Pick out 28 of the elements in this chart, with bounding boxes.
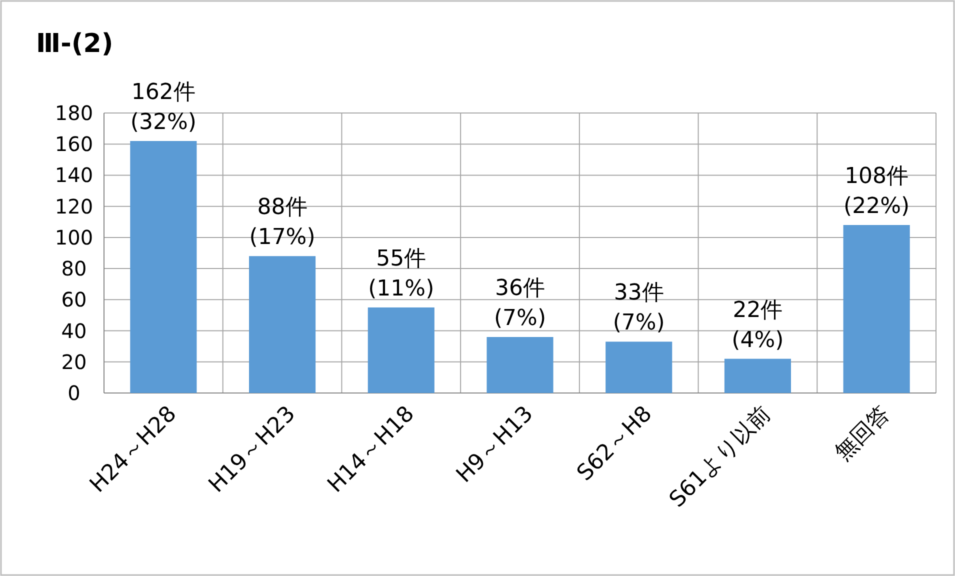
bar (249, 256, 316, 393)
data-label: 36件 (7%) (494, 276, 546, 331)
data-label: 22件 (4%) (732, 298, 784, 353)
chart-title: Ⅲ-(2) (36, 29, 114, 59)
y-tick-label: 180 (54, 101, 94, 125)
x-tick-label: S61より以前 (664, 402, 776, 513)
bar (486, 337, 554, 393)
bar (368, 307, 434, 393)
bar (843, 225, 910, 393)
data-label: 55件 (11%) (368, 246, 434, 302)
y-tick-label: 80 (61, 256, 87, 281)
y-tick-label: 60 (61, 288, 87, 312)
bar (606, 342, 672, 393)
y-tick-label: 20 (61, 350, 87, 374)
data-label: 108件 (22%) (844, 164, 910, 219)
x-tick-label: 無回答 (830, 402, 895, 466)
y-tick-label: 40 (61, 318, 87, 343)
data-label: 88件 (17%) (249, 195, 316, 250)
y-tick-label: 100 (54, 225, 94, 250)
y-tick-label: 160 (54, 132, 94, 156)
y-tick-label: 120 (54, 194, 94, 218)
bar (724, 358, 791, 393)
x-tick-label: S62～H8 (572, 402, 658, 486)
data-label: 162件 (32%) (130, 80, 196, 135)
bar (130, 141, 197, 393)
data-label: 33件 (7%) (612, 280, 665, 336)
y-tick-label: 140 (54, 163, 94, 188)
y-tick-label: 0 (68, 381, 80, 405)
